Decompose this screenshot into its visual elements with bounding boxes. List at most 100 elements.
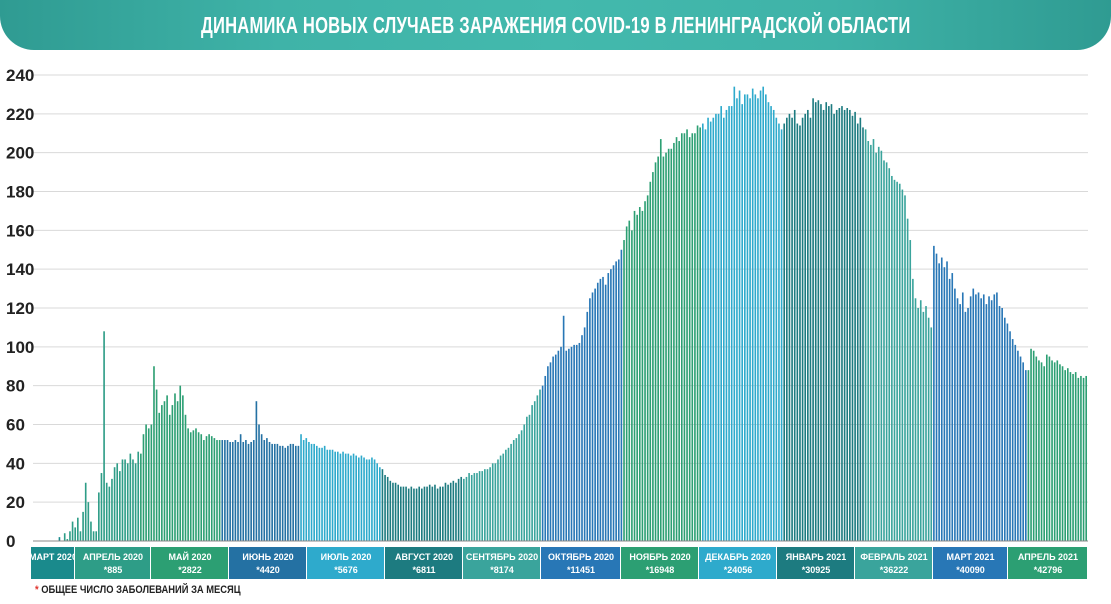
- bar: [1019, 356, 1022, 541]
- bar: [284, 447, 287, 541]
- bar: [1085, 375, 1087, 541]
- bar: [657, 156, 659, 542]
- bar: [982, 294, 985, 541]
- bar: [812, 98, 814, 542]
- bar: [344, 453, 347, 542]
- bar: [1001, 308, 1003, 541]
- bar: [762, 86, 765, 542]
- bar: [250, 441, 252, 541]
- bar: [315, 445, 318, 541]
- bar: [612, 265, 615, 541]
- bar: [339, 453, 342, 542]
- bar: [184, 414, 187, 541]
- y-tick-label: 220: [6, 105, 34, 124]
- y-tick-label: 160: [6, 221, 34, 240]
- bar: [1082, 377, 1085, 541]
- month-total: *36222: [880, 565, 909, 575]
- bar: [767, 102, 770, 542]
- bar: [100, 473, 103, 541]
- bar: [237, 441, 239, 541]
- bar: [730, 106, 733, 541]
- month-label: СЕНТЯБРЬ 2020: [466, 552, 538, 562]
- bar: [376, 463, 378, 541]
- y-tick-label: 0: [6, 532, 15, 551]
- bar: [491, 463, 494, 541]
- bar: [922, 311, 925, 541]
- bar: [780, 129, 783, 541]
- bar: [951, 273, 954, 541]
- bar: [1043, 366, 1045, 541]
- bar: [625, 226, 628, 541]
- month-label-block: [1008, 547, 1087, 579]
- bar: [757, 98, 759, 542]
- bar: [365, 459, 368, 541]
- bar: [271, 443, 273, 541]
- bar: [948, 278, 951, 542]
- bar: [1006, 323, 1009, 541]
- month-label-block: [229, 547, 306, 579]
- bar: [707, 117, 709, 541]
- bar: [954, 288, 956, 541]
- bar: [533, 401, 536, 541]
- bar: [113, 467, 116, 541]
- bar: [901, 189, 904, 541]
- bar: [205, 436, 208, 541]
- bar: [877, 146, 880, 541]
- bar: [176, 401, 179, 541]
- bar: [266, 438, 268, 541]
- bar: [523, 424, 526, 541]
- bar: [969, 296, 972, 541]
- bar: [1003, 317, 1006, 541]
- bar: [841, 106, 843, 541]
- bar: [331, 449, 334, 541]
- bar: [168, 414, 171, 541]
- bar: [807, 109, 809, 541]
- footnote-text: ОБЩЕЕ ЧИСЛО ЗАБОЛЕВАНИЙ ЗА МЕСЯЦ: [38, 584, 241, 596]
- bar: [98, 492, 100, 541]
- bar: [528, 414, 531, 541]
- bar: [386, 476, 389, 541]
- bar: [565, 350, 568, 541]
- bar: [659, 139, 662, 541]
- bar: [381, 469, 384, 541]
- bar: [342, 451, 344, 541]
- month-label: АПРЕЛЬ 2021: [1018, 552, 1078, 562]
- bar: [1051, 360, 1053, 541]
- bar: [783, 123, 786, 541]
- bar: [203, 440, 205, 541]
- month-label-block: [855, 547, 932, 579]
- bar: [599, 278, 602, 542]
- bar: [323, 445, 326, 541]
- bar: [187, 428, 189, 541]
- bar: [562, 315, 565, 541]
- bar: [155, 389, 158, 541]
- bar: [447, 484, 449, 541]
- bar: [728, 106, 730, 541]
- bar: [633, 210, 636, 542]
- bar: [696, 125, 699, 541]
- bar: [402, 486, 405, 541]
- bar: [507, 447, 510, 541]
- bar: [554, 354, 557, 541]
- bar: [925, 306, 927, 541]
- bar: [134, 463, 137, 541]
- bar: [189, 432, 192, 541]
- bar: [58, 537, 61, 541]
- bar: [993, 294, 996, 541]
- bar: [421, 488, 423, 541]
- bar: [741, 104, 744, 542]
- month-total: *2822: [178, 565, 202, 575]
- bar: [460, 476, 463, 541]
- bar: [765, 94, 767, 542]
- bar: [998, 306, 1001, 541]
- bar: [140, 453, 142, 542]
- bar: [723, 117, 725, 541]
- bar: [733, 86, 736, 542]
- bar: [478, 471, 481, 541]
- bar: [392, 482, 394, 541]
- bar: [431, 486, 434, 541]
- bar: [87, 502, 90, 541]
- month-label-block: [463, 547, 540, 579]
- bar: [547, 366, 549, 541]
- bar: [933, 245, 935, 541]
